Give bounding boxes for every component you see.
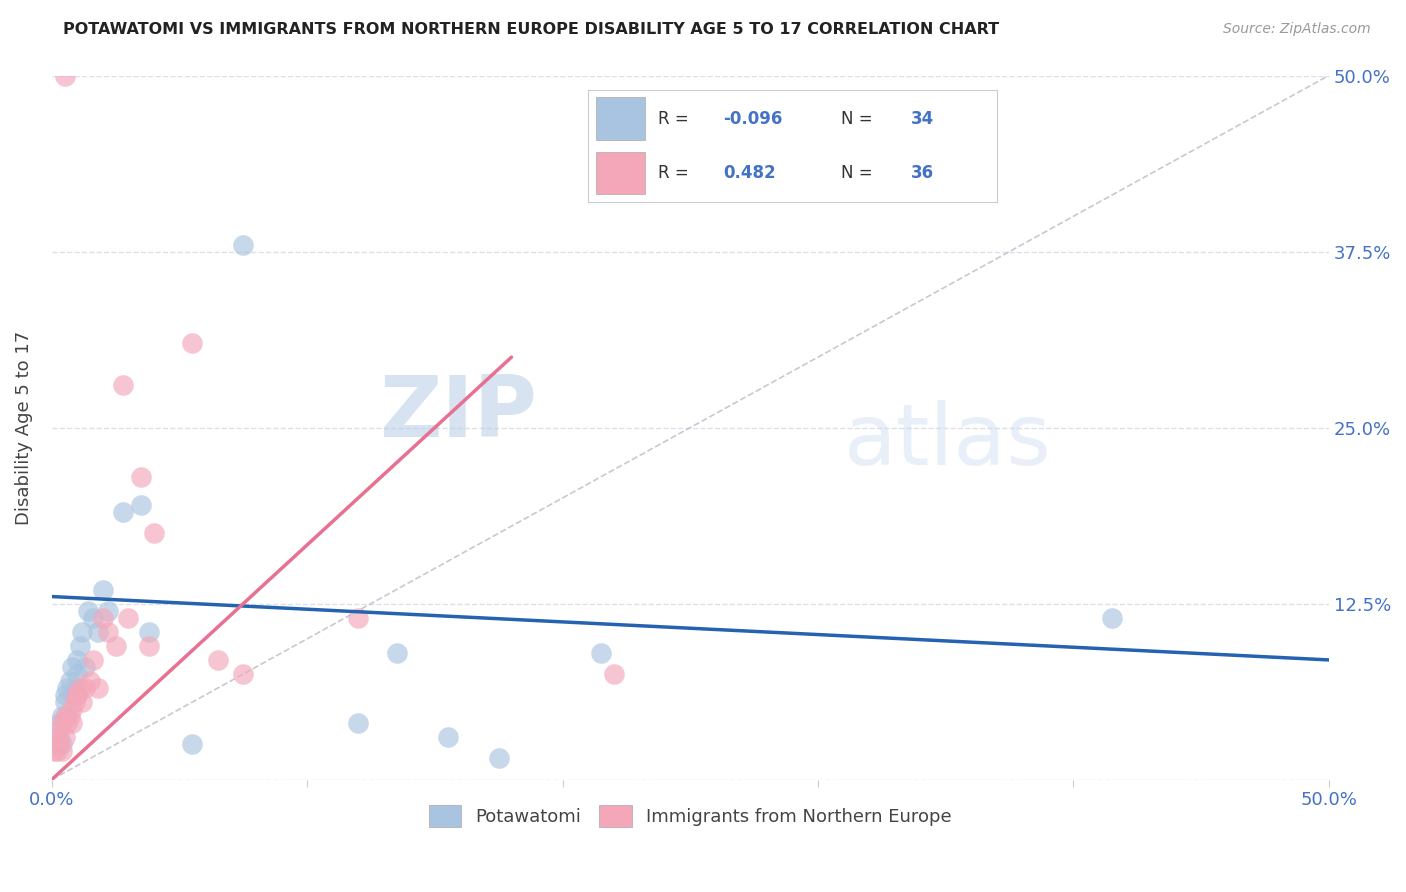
Point — [112, 378, 135, 392]
Point — [207, 653, 229, 667]
Point — [60, 688, 83, 702]
Point — [72, 695, 94, 709]
Point — [1101, 610, 1123, 624]
Text: Source: ZipAtlas.com: Source: ZipAtlas.com — [1223, 22, 1371, 37]
Point — [53, 69, 76, 83]
Point — [488, 751, 510, 765]
Point — [56, 681, 79, 695]
Point — [60, 660, 83, 674]
Point — [66, 688, 89, 702]
Text: POTAWATOMI VS IMMIGRANTS FROM NORTHERN EUROPE DISABILITY AGE 5 TO 17 CORRELATION: POTAWATOMI VS IMMIGRANTS FROM NORTHERN E… — [63, 22, 1000, 37]
Point — [69, 639, 91, 653]
Point — [51, 716, 73, 731]
Point — [48, 723, 70, 738]
Point — [91, 582, 114, 597]
Point — [181, 336, 204, 351]
Point — [138, 624, 160, 639]
Point — [66, 667, 89, 681]
Point — [69, 681, 91, 695]
Point — [97, 604, 120, 618]
Point — [436, 731, 458, 745]
Point — [53, 731, 76, 745]
Text: ZIP: ZIP — [380, 372, 537, 455]
Point — [97, 624, 120, 639]
Point — [59, 673, 82, 688]
Point — [60, 702, 83, 716]
Text: atlas: atlas — [844, 401, 1052, 483]
Point — [51, 744, 73, 758]
Point — [117, 610, 139, 624]
Point — [589, 646, 612, 660]
Point — [60, 716, 83, 731]
Point — [347, 610, 370, 624]
Point — [51, 709, 73, 723]
Point — [91, 610, 114, 624]
Point — [87, 681, 110, 695]
Point — [104, 639, 127, 653]
Point — [45, 731, 67, 745]
Point — [53, 695, 76, 709]
Point — [142, 526, 165, 541]
Point — [82, 653, 104, 667]
Point — [73, 681, 96, 695]
Point — [181, 738, 204, 752]
Point — [59, 709, 82, 723]
Point — [45, 744, 67, 758]
Point — [56, 709, 79, 723]
Point — [129, 470, 152, 484]
Point — [232, 237, 254, 252]
Point — [385, 646, 408, 660]
Point — [48, 716, 70, 731]
Point — [56, 716, 79, 731]
Legend: Potawatomi, Immigrants from Northern Europe: Potawatomi, Immigrants from Northern Eur… — [422, 797, 959, 834]
Point — [48, 731, 70, 745]
Point — [51, 738, 73, 752]
Point — [53, 688, 76, 702]
Point — [602, 667, 624, 681]
Point — [48, 738, 70, 752]
Point — [87, 624, 110, 639]
Point — [79, 673, 101, 688]
Point — [112, 505, 135, 519]
Point — [129, 498, 152, 512]
Point — [44, 744, 66, 758]
Point — [66, 688, 89, 702]
Point — [63, 695, 86, 709]
Point — [72, 624, 94, 639]
Y-axis label: Disability Age 5 to 17: Disability Age 5 to 17 — [15, 330, 32, 524]
Point — [45, 738, 67, 752]
Point — [347, 716, 370, 731]
Point — [138, 639, 160, 653]
Point — [232, 667, 254, 681]
Point — [76, 604, 98, 618]
Point — [66, 653, 89, 667]
Point — [63, 681, 86, 695]
Point — [53, 709, 76, 723]
Point — [73, 660, 96, 674]
Point — [82, 610, 104, 624]
